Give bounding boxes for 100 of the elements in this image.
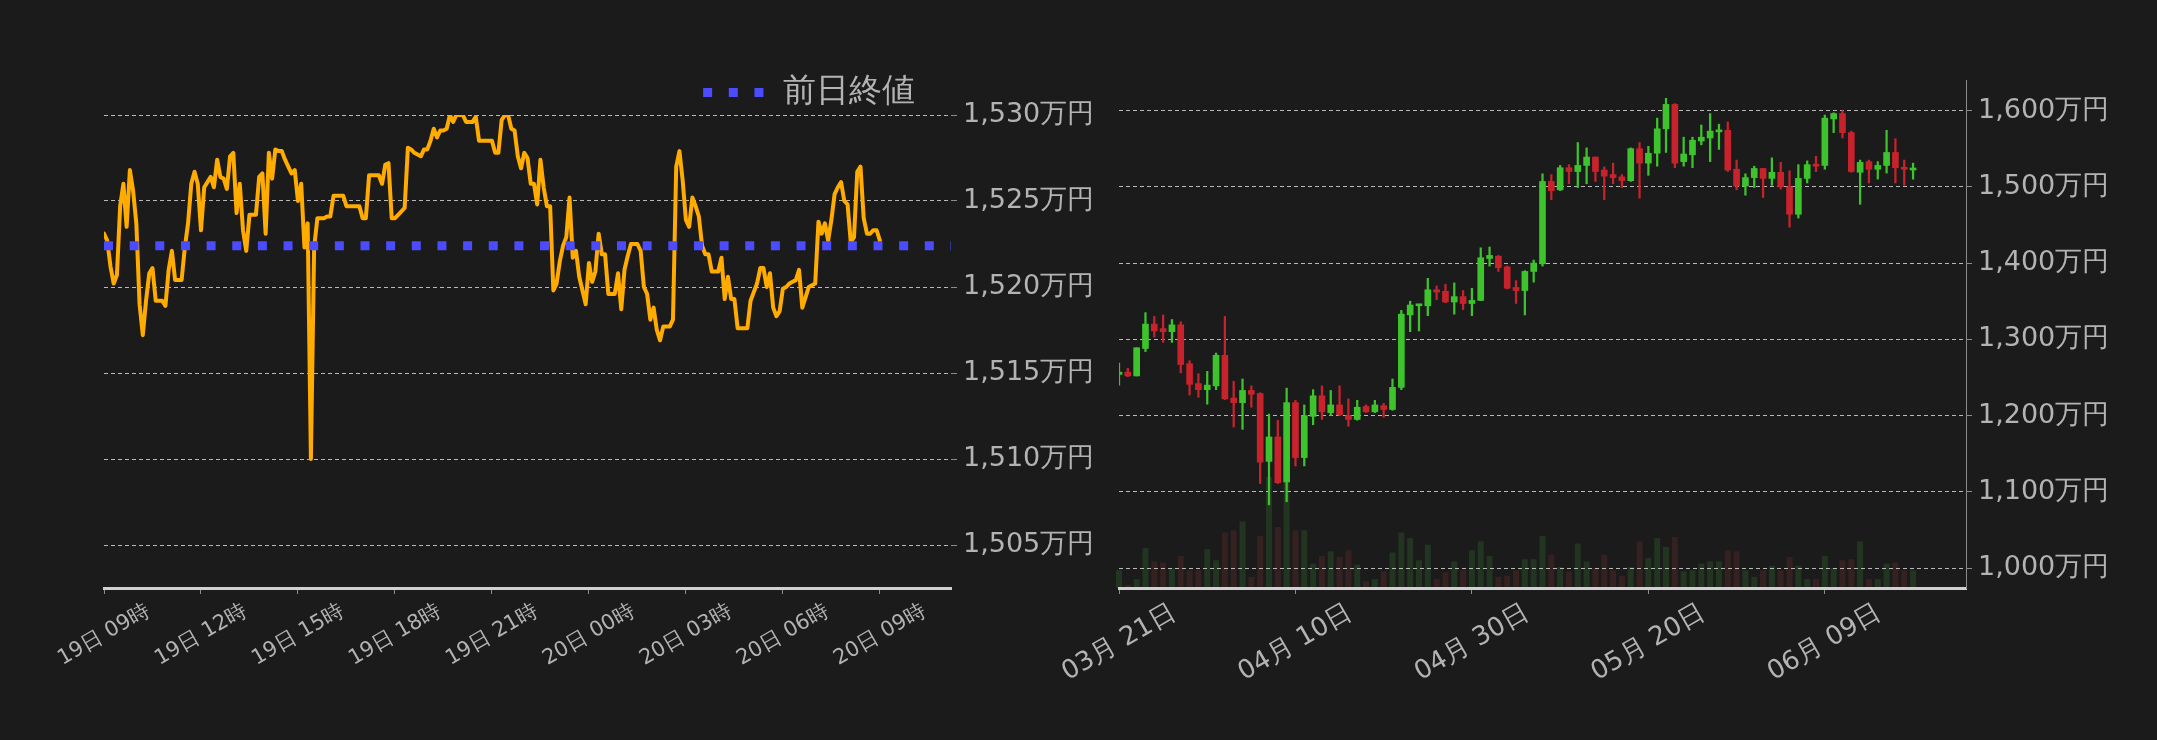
bar (1574, 543, 1581, 588)
bar (1424, 544, 1431, 588)
y-tick-label: 1,100万円 (1978, 473, 2110, 505)
bar (1407, 538, 1414, 588)
bar (1654, 538, 1661, 588)
bar (1133, 579, 1140, 588)
bar (1601, 554, 1608, 588)
y-tick-label: 1,500万円 (1978, 168, 2110, 200)
legend-label: 前日終値 (783, 70, 915, 110)
bar (1645, 558, 1652, 588)
y-tick-label: 1,510万円 (963, 441, 1095, 473)
y-tick-label: 1,000万円 (1978, 550, 2110, 582)
bar (1733, 551, 1740, 588)
bar (1177, 555, 1184, 588)
bar (1874, 579, 1881, 588)
bar (1768, 565, 1775, 588)
x-tick-label: 05月 20日 (1585, 596, 1710, 686)
bar (1195, 570, 1202, 588)
bar (1468, 550, 1475, 588)
bar (1380, 571, 1387, 588)
bar (1513, 570, 1520, 588)
bar (1160, 562, 1167, 588)
bar (1910, 570, 1917, 588)
candlestick (1645, 146, 1652, 176)
bar (1213, 560, 1220, 588)
bar (1442, 572, 1449, 588)
bar (1539, 535, 1546, 588)
bar (1451, 561, 1458, 588)
y-tick-label: 1,520万円 (963, 269, 1095, 301)
bar (1504, 575, 1511, 588)
bar (1901, 570, 1908, 588)
candlestick (1636, 142, 1643, 199)
bar (1116, 570, 1122, 588)
y-tick-label: 1,515万円 (963, 355, 1095, 387)
bar (1724, 550, 1731, 588)
bar (1883, 563, 1890, 588)
bar (1204, 549, 1211, 588)
bar (1239, 521, 1246, 588)
bar (1389, 552, 1396, 588)
bar (1689, 570, 1696, 588)
x-tick-label: 04月 10日 (1232, 596, 1357, 686)
bar (1592, 568, 1599, 588)
bar (1618, 575, 1625, 588)
x-tick-label: 04月 30日 (1408, 596, 1534, 686)
y-tick-label: 1,400万円 (1978, 245, 2110, 277)
bar (1813, 579, 1820, 588)
bar (1680, 571, 1687, 588)
x-tick-label: 06月 09日 (1761, 596, 1886, 686)
bar (1707, 561, 1714, 588)
bar (1221, 532, 1228, 588)
candlestick (1486, 246, 1493, 267)
bar (1292, 530, 1299, 588)
bar (1248, 576, 1255, 588)
y-tick-label: 1,525万円 (963, 183, 1095, 215)
bar (1627, 566, 1634, 588)
candlestick (1433, 285, 1440, 301)
bar (1548, 554, 1555, 588)
y-tick-label: 1,300万円 (1978, 321, 2110, 353)
bar (1663, 546, 1670, 588)
bar (1415, 560, 1422, 588)
bar (1477, 541, 1484, 588)
bar (1715, 561, 1722, 588)
bar (1142, 548, 1149, 588)
bar (1310, 563, 1317, 588)
bar (1257, 535, 1264, 588)
bar (1786, 556, 1793, 588)
bar (1839, 560, 1846, 588)
bar (1186, 570, 1193, 588)
bar (1830, 568, 1837, 588)
bar (1460, 570, 1467, 588)
candlestick (1239, 378, 1246, 430)
bar (1265, 477, 1272, 588)
bar (1354, 564, 1361, 588)
bar (1486, 555, 1493, 588)
candlestick (1583, 147, 1590, 185)
candlestick (1345, 398, 1352, 427)
y-tick-label: 1,505万円 (963, 527, 1095, 559)
candlestick (1195, 373, 1202, 398)
bar (1565, 571, 1572, 588)
bar (1495, 576, 1502, 588)
bar (1742, 570, 1749, 588)
bar (1336, 556, 1343, 588)
y-tick-label: 1,200万円 (1978, 397, 2110, 429)
bar (1821, 555, 1828, 588)
bar (1398, 532, 1405, 588)
bar (1583, 561, 1590, 588)
bar (1318, 555, 1325, 588)
bar (1557, 566, 1564, 588)
bar (1433, 579, 1440, 588)
bar (1327, 551, 1334, 588)
bar (1168, 568, 1175, 588)
bar (1521, 559, 1528, 588)
bar (1530, 559, 1537, 588)
bar (1636, 541, 1643, 588)
bar (1777, 570, 1784, 588)
bar (1698, 563, 1705, 588)
bar (1301, 530, 1308, 588)
bar (1274, 526, 1281, 588)
bar (1371, 579, 1378, 588)
bar (1751, 576, 1758, 588)
